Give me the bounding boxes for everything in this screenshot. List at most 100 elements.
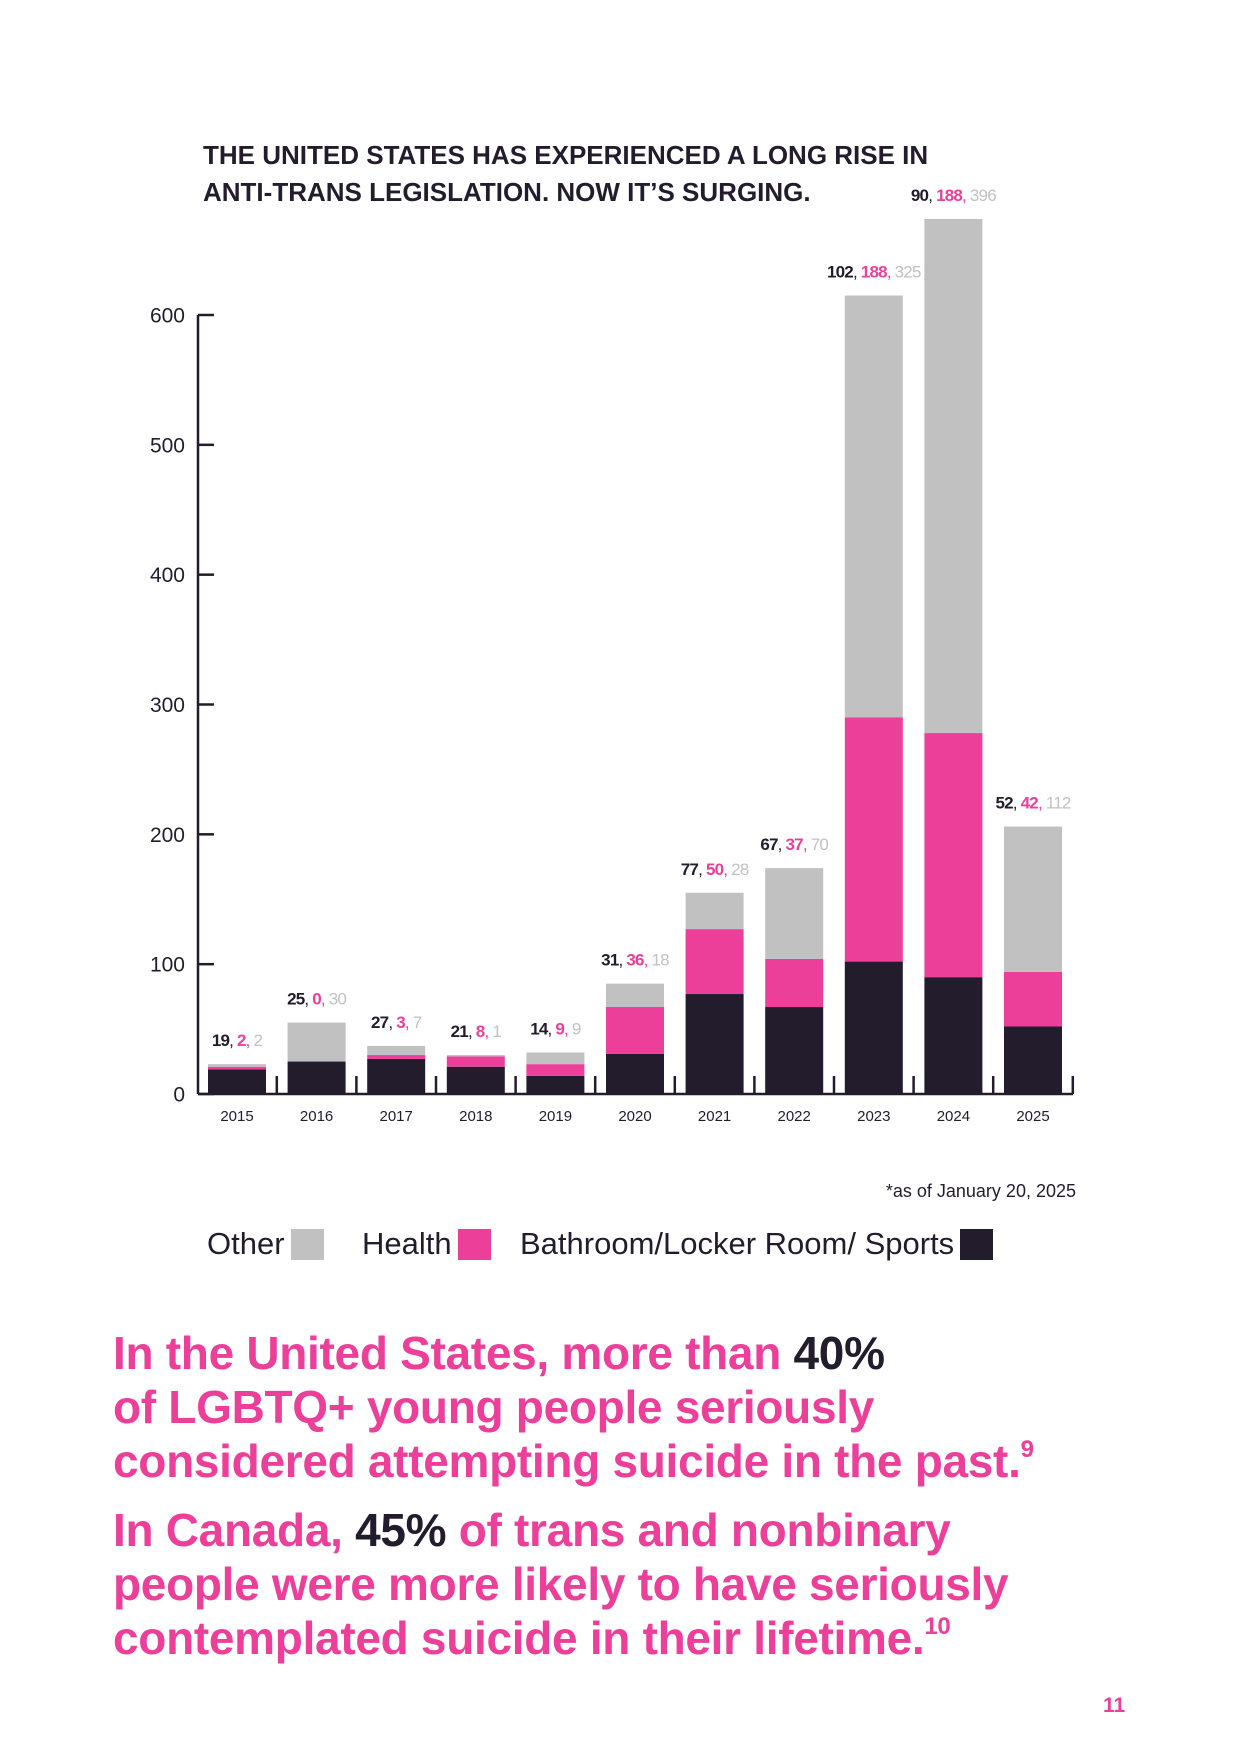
value-label: 52, 42, 112 [995, 794, 1070, 813]
separator: , [853, 263, 861, 282]
callout-text: people were more likely to have seriousl… [113, 1558, 1009, 1610]
y-tick-label: 0 [173, 1084, 185, 1107]
value-label-part: 14 [530, 1020, 549, 1039]
separator: , [468, 1023, 476, 1042]
legend-item: Other [207, 1226, 324, 1262]
value-label-part: 67 [760, 836, 778, 855]
value-label-part: 7 [413, 1013, 422, 1032]
callout-highlight: 40% [793, 1327, 885, 1379]
bar-segment [367, 1055, 426, 1059]
y-tick-label: 200 [150, 824, 185, 847]
value-label-part: 50 [706, 860, 724, 879]
bar-segment [765, 1007, 824, 1094]
separator: , [1038, 794, 1046, 813]
bar-segment [446, 1055, 505, 1057]
value-label-part: 3 [396, 1013, 405, 1032]
bar-segment [685, 994, 744, 1094]
value-label-part: 112 [1046, 794, 1071, 813]
bar-segment [446, 1066, 505, 1094]
callout-text: In the United States, more than [113, 1327, 794, 1379]
value-label-part: 9 [555, 1020, 564, 1039]
separator: , [644, 951, 652, 970]
legend-item: Health [362, 1226, 491, 1262]
value-label-part: 42 [1021, 794, 1039, 813]
callout: In the United States, more than 40% of LG… [113, 1326, 1034, 1488]
separator: , [564, 1020, 572, 1039]
separator: , [698, 860, 706, 879]
separator: , [962, 186, 970, 205]
legend-swatch [457, 1228, 491, 1260]
footnote-ref: 9 [1020, 1436, 1034, 1463]
callout-text: of trans and nonbinary [446, 1504, 951, 1556]
separator: , [321, 990, 329, 1009]
legend-label: Bathroom/Locker Room/ Sports [520, 1226, 955, 1261]
value-label-part: 77 [681, 860, 699, 879]
value-label-part: 2 [254, 1032, 263, 1051]
value-label: 21, 8, 1 [451, 1023, 502, 1042]
value-label-part: 19 [212, 1032, 230, 1051]
value-label-part: 37 [786, 836, 804, 855]
callout-highlight: 45% [355, 1504, 447, 1556]
bar-segment [685, 892, 744, 930]
bar-segment [1004, 1026, 1062, 1094]
value-label: 27, 3, 7 [371, 1013, 422, 1032]
x-tick-label: 2015 [220, 1108, 253, 1125]
y-tick-label: 400 [150, 564, 185, 587]
value-label: 31, 36, 18 [601, 951, 669, 970]
separator: , [405, 1013, 413, 1032]
value-label-part: 90 [911, 186, 929, 205]
value-label-part: 102 [827, 263, 853, 282]
value-label-part: 9 [572, 1020, 581, 1039]
value-label-part: 27 [371, 1013, 389, 1032]
callout-text: contemplated suicide in their lifetime. [113, 1612, 925, 1664]
legend-swatch [290, 1228, 324, 1260]
value-label-part: 21 [451, 1023, 469, 1042]
bar-segment [924, 218, 983, 734]
value-label-part: 36 [626, 951, 644, 970]
callout-text: In Canada, [113, 1504, 356, 1556]
value-label: 90, 188, 396 [911, 186, 996, 205]
y-tick-label: 500 [150, 434, 185, 457]
value-label-part: 325 [895, 263, 921, 282]
bar-segment [765, 958, 824, 1008]
value-label-part: 31 [601, 951, 619, 970]
legend-label: Other [207, 1226, 285, 1261]
value-label-part: 2 [237, 1032, 246, 1051]
value-label: 25, 0, 30 [287, 990, 346, 1009]
value-label-part: 396 [970, 186, 996, 205]
value-label: 102, 188, 325 [827, 263, 921, 282]
separator: , [723, 860, 731, 879]
bar-segment [844, 717, 903, 962]
value-label-part: 70 [811, 836, 829, 855]
bar-segment [526, 1075, 585, 1094]
y-tick-label: 100 [150, 954, 185, 977]
value-label-part: 0 [312, 990, 321, 1009]
separator: , [246, 1032, 254, 1051]
value-label: 19, 2, 2 [212, 1032, 263, 1051]
bar-segment [287, 1061, 346, 1094]
bar-segment [208, 1069, 266, 1094]
separator: , [803, 836, 811, 855]
x-tick-label: 2020 [618, 1108, 651, 1125]
separator: , [548, 1020, 556, 1039]
legend-item: Bathroom/Locker Room/ Sports [520, 1226, 994, 1262]
bar-segment [526, 1052, 585, 1065]
bar-segment [1004, 826, 1062, 972]
separator: , [928, 186, 936, 205]
x-tick-label: 2022 [778, 1108, 811, 1125]
separator: , [229, 1032, 237, 1051]
value-label-part: 30 [329, 990, 347, 1009]
value-label: 77, 50, 28 [681, 860, 749, 879]
separator: , [1013, 794, 1021, 813]
bar-segment [367, 1058, 426, 1094]
bar-segment [208, 1066, 266, 1070]
footnote: *as of January 20, 2025 [886, 1181, 1076, 1201]
bar-segment [606, 1007, 664, 1054]
bar-segment [924, 733, 983, 978]
separator: , [484, 1023, 492, 1042]
x-tick-label: 2021 [698, 1108, 731, 1125]
chart: THE UNITED STATES HAS EXPERIENCED A LONG… [150, 140, 1076, 1201]
value-label-part: 25 [287, 990, 305, 1009]
bar-segment [287, 1022, 346, 1062]
